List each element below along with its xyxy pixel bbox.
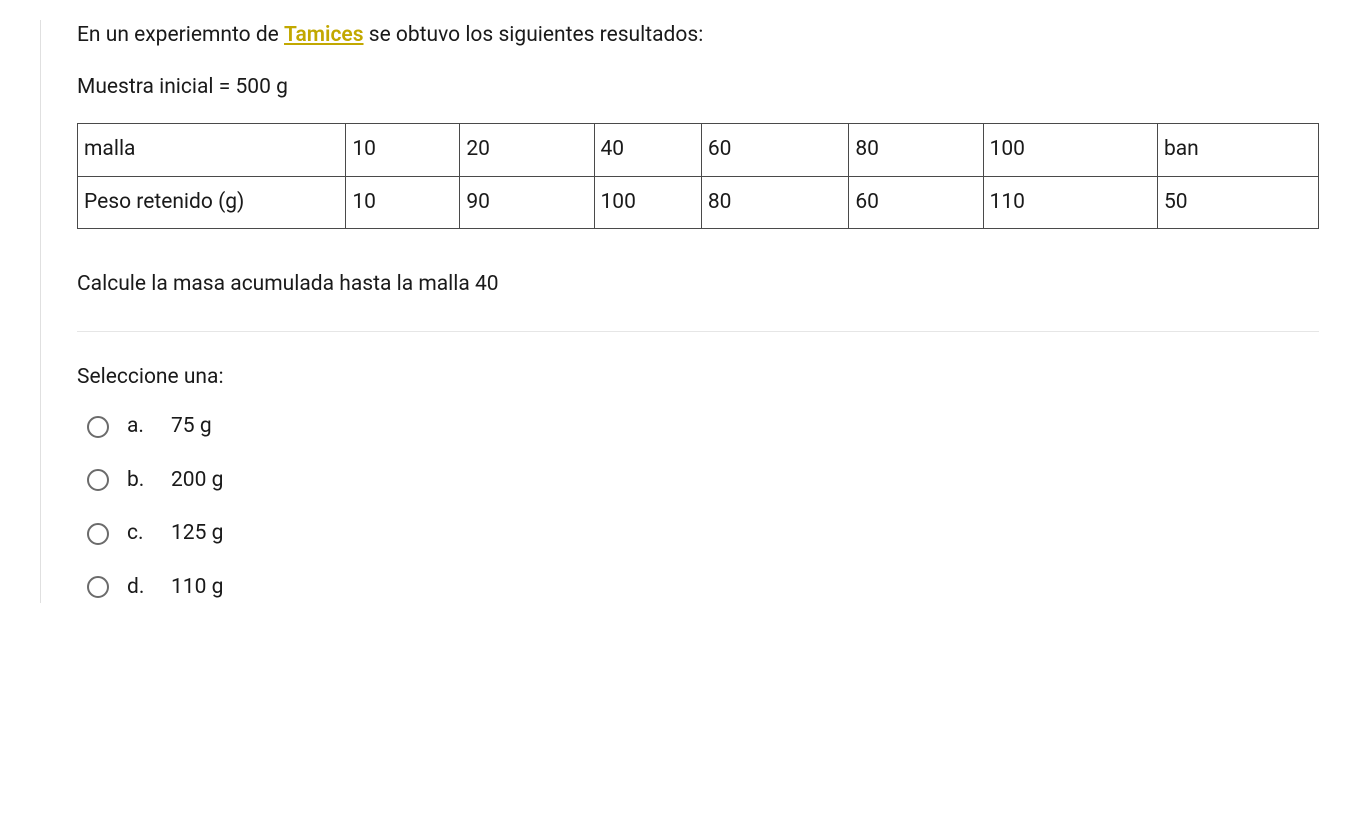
table-cell: 20 <box>460 124 594 177</box>
table-cell: 60 <box>701 124 849 177</box>
intro-prefix: En un experiemnto de <box>77 23 284 47</box>
sieve-table: malla1020406080100banPeso retenido (g)10… <box>77 123 1319 229</box>
radio-icon[interactable] <box>87 523 109 545</box>
select-label: Seleccione una: <box>77 362 1319 394</box>
option-row[interactable]: c. 125 g <box>87 518 1319 550</box>
option-text: 200 g <box>171 465 223 497</box>
option-text: 110 g <box>171 572 223 604</box>
radio-icon[interactable] <box>87 416 109 438</box>
intro-suffix: se obtuvo los siguientes resultados: <box>364 23 704 47</box>
radio-icon[interactable] <box>87 576 109 598</box>
table-cell: 80 <box>701 176 849 229</box>
table-row: malla1020406080100ban <box>78 124 1319 177</box>
option-text: 75 g <box>171 411 212 443</box>
table-cell: 50 <box>1157 176 1318 229</box>
table-cell: Peso retenido (g) <box>78 176 346 229</box>
table-cell: 90 <box>460 176 594 229</box>
option-row[interactable]: b. 200 g <box>87 465 1319 497</box>
option-text: 125 g <box>171 518 223 550</box>
options-list: a. 75 g b. 200 g c. 125 g d. 110 g <box>77 411 1319 603</box>
table-cell: 40 <box>594 124 701 177</box>
divider <box>77 331 1319 332</box>
table-cell: 60 <box>849 176 983 229</box>
option-letter: a. <box>127 411 153 443</box>
option-letter: d. <box>127 572 153 604</box>
table-cell: 100 <box>594 176 701 229</box>
tamices-link[interactable]: Tamices <box>284 23 363 47</box>
question-intro: En un experiemnto de Tamices se obtuvo l… <box>77 20 1319 52</box>
table-cell: 100 <box>983 124 1157 177</box>
table-cell: 80 <box>849 124 983 177</box>
option-letter: c. <box>127 518 153 550</box>
option-row[interactable]: d. 110 g <box>87 572 1319 604</box>
table-body: malla1020406080100banPeso retenido (g)10… <box>78 124 1319 229</box>
option-row[interactable]: a. 75 g <box>87 411 1319 443</box>
table-cell: 110 <box>983 176 1157 229</box>
question-prompt: Calcule la masa acumulada hasta la malla… <box>77 269 1319 301</box>
table-cell: 10 <box>346 124 460 177</box>
table-cell: 10 <box>346 176 460 229</box>
table-cell: ban <box>1157 124 1318 177</box>
sample-line: Muestra inicial = 500 g <box>77 72 1319 104</box>
table-row: Peso retenido (g)1090100806011050 <box>78 176 1319 229</box>
option-letter: b. <box>127 465 153 497</box>
radio-icon[interactable] <box>87 469 109 491</box>
question-container: En un experiemnto de Tamices se obtuvo l… <box>40 20 1319 603</box>
table-cell: malla <box>78 124 346 177</box>
